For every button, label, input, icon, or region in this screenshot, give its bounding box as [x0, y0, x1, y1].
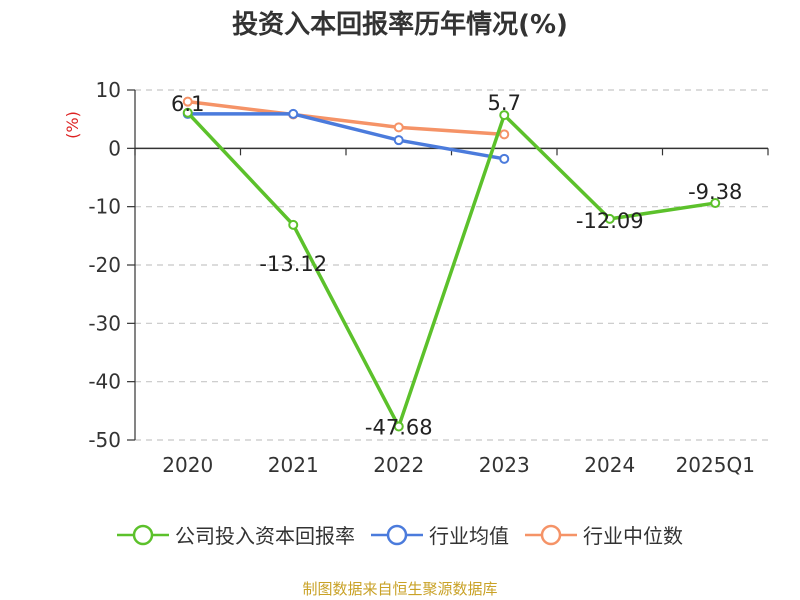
- x-tick-label: 2024: [584, 453, 635, 477]
- data-point: [288, 219, 299, 230]
- data-point: [182, 107, 193, 118]
- data-point: [393, 122, 404, 133]
- y-axis-label: (%): [63, 111, 82, 139]
- legend-label-company: 公司投入资本回报率: [175, 524, 355, 548]
- data-label: -13.12: [259, 252, 327, 276]
- data-label: -9.38: [688, 180, 742, 204]
- y-tick-label: -30: [88, 311, 121, 335]
- data-label: -47.68: [365, 415, 433, 439]
- data-point: [710, 198, 721, 209]
- data-point: [499, 153, 510, 164]
- grid-layer: [135, 89, 768, 441]
- data-point: [393, 421, 404, 432]
- legend-symbol-company: [117, 524, 169, 545]
- legend-symbol-industry-mean: [371, 524, 423, 545]
- legend: 公司投入资本回报率 行业均值 行业中位数: [0, 520, 800, 549]
- data-point: [288, 108, 299, 119]
- x-tick-label: 2021: [268, 453, 319, 477]
- legend-item-industry-mean[interactable]: 行业均值: [371, 520, 509, 549]
- y-tick-label: -40: [88, 370, 121, 394]
- legend-label-industry-mean: 行业均值: [429, 524, 509, 548]
- legend-item-industry-median[interactable]: 行业中位数: [525, 520, 683, 549]
- x-tick-label: 2020: [162, 453, 213, 477]
- legend-label-industry-median: 行业中位数: [583, 524, 683, 548]
- y-tick-label: -20: [88, 253, 121, 277]
- series-line: [187, 99, 505, 137]
- data-point: [182, 96, 193, 107]
- data-point: [499, 110, 510, 121]
- source-note: 制图数据来自恒生聚源数据库: [302, 580, 498, 598]
- data-point: [499, 129, 510, 140]
- axis-layer: 10 0 -10 -20 -30 -40 -50 (%) 2020 2021 2022 2023 202…: [63, 78, 769, 477]
- legend-symbol-industry-median: [525, 524, 577, 545]
- y-tick-label: -50: [88, 428, 121, 452]
- data-label: -12.09: [576, 209, 644, 233]
- data-point: [604, 213, 615, 224]
- data-point: [393, 135, 404, 146]
- label-layer: 6.1 -13.12 -47.68 5.7 -12.09 -9.38: [171, 91, 742, 439]
- data-label: 6.1: [171, 92, 204, 116]
- y-tick-label: 10: [96, 78, 121, 102]
- data-label: 5.7: [488, 91, 521, 115]
- series-layer: [182, 96, 721, 432]
- legend-item-company[interactable]: 公司投入资本回报率: [117, 520, 355, 549]
- y-tick-label: -10: [88, 195, 121, 219]
- chart-title: 投资入本回报率历年情况(%): [232, 10, 568, 40]
- series-line: [186, 111, 716, 429]
- x-tick-label: 2022: [373, 453, 424, 477]
- y-tick-label: 0: [108, 136, 121, 160]
- x-tick-label: 2023: [479, 453, 530, 477]
- x-tick-label: 2025Q1: [676, 453, 755, 477]
- series-line: [187, 112, 505, 161]
